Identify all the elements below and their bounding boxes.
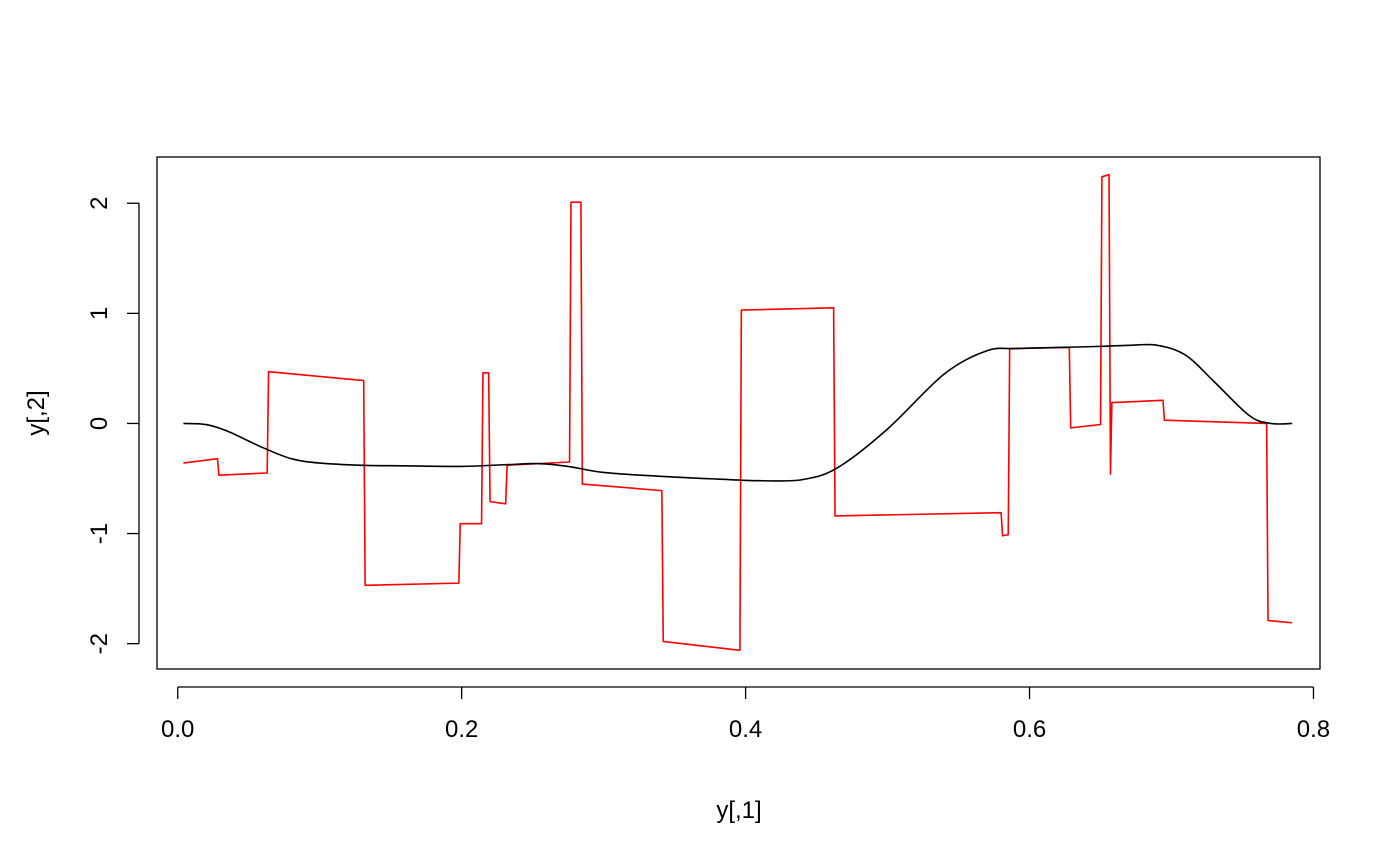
x-tick-label: 0.8 (1297, 716, 1330, 743)
y-tick-label: -2 (86, 633, 113, 654)
x-tick-label: 0.4 (729, 716, 762, 743)
x-tick-label: 0.0 (161, 716, 194, 743)
y-tick-label: 2 (86, 197, 113, 210)
y-tick-label: -1 (86, 523, 113, 544)
y-tick-label: 0 (86, 417, 113, 430)
x-tick-label: 0.2 (445, 716, 478, 743)
y-tick-label: 1 (86, 307, 113, 320)
plot-frame (156, 156, 1321, 670)
series-layer (183, 173, 1293, 652)
x-axis-title: y[,1] (716, 797, 761, 824)
y-axis: -2 -1 0 1 2 (86, 197, 140, 654)
y-axis-title: y[,2] (23, 390, 50, 435)
series-line-2 (183, 343, 1293, 482)
series-line-1 (183, 173, 1293, 652)
x-tick-label: 0.6 (1013, 716, 1046, 743)
x-axis: 0.0 0.2 0.4 0.6 0.8 (161, 686, 1330, 743)
